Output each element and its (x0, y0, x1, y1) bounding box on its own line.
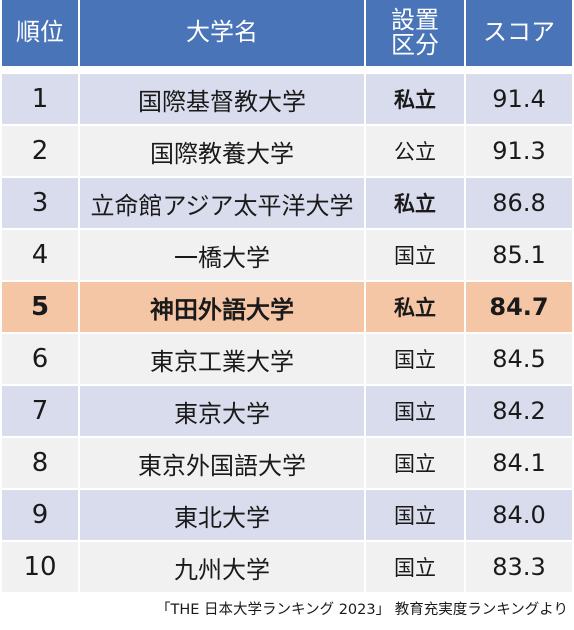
rank-cell: 4 (2, 230, 80, 282)
table-row: 7 東京大学 国立 84.2 (2, 386, 572, 438)
table-row-highlighted: 5 神田外語大学 私立 84.7 (2, 282, 572, 334)
type-cell: 国立 (366, 490, 466, 542)
score-cell: 83.3 (466, 542, 572, 594)
header-rank: 順位 (2, 0, 80, 74)
table-row: 3 立命館アジア太平洋大学 私立 86.8 (2, 178, 572, 230)
header-university-name: 大学名 (80, 0, 366, 74)
header-type-line1: 設置 (391, 5, 439, 34)
score-cell: 84.1 (466, 438, 572, 490)
source-note: 「THE 日本大学ランキング 2023」 教育充実度ランキングより (156, 602, 568, 618)
header-row: 順位 大学名 設置 区分 スコア (2, 0, 572, 74)
score-cell: 86.8 (466, 178, 572, 230)
rank-cell: 7 (2, 386, 80, 438)
university-name-cell: 東京工業大学 (80, 334, 366, 386)
university-name-cell: 東京大学 (80, 386, 366, 438)
university-name-cell: 東京外国語大学 (80, 438, 366, 490)
rank-cell: 2 (2, 126, 80, 178)
header-score: スコア (466, 0, 572, 74)
rank-cell: 3 (2, 178, 80, 230)
type-cell: 私立 (366, 282, 466, 334)
score-cell: 84.7 (466, 282, 572, 334)
table-row: 4 一橋大学 国立 85.1 (2, 230, 572, 282)
university-name-cell: 国際教養大学 (80, 126, 366, 178)
university-name-cell: 神田外語大学 (80, 282, 366, 334)
type-cell: 公立 (366, 126, 466, 178)
score-cell: 84.0 (466, 490, 572, 542)
header-establishment-type: 設置 区分 (366, 0, 466, 74)
score-cell: 84.2 (466, 386, 572, 438)
ranking-table: 順位 大学名 設置 区分 スコア 1 国際基督教大学 私立 91.4 2 国際教… (2, 0, 572, 594)
type-cell: 私立 (366, 74, 466, 126)
table-body: 1 国際基督教大学 私立 91.4 2 国際教養大学 公立 91.3 3 立命館… (2, 74, 572, 594)
type-cell: 国立 (366, 438, 466, 490)
type-cell: 国立 (366, 230, 466, 282)
table-row: 1 国際基督教大学 私立 91.4 (2, 74, 572, 126)
score-cell: 85.1 (466, 230, 572, 282)
type-cell: 国立 (366, 386, 466, 438)
type-cell: 国立 (366, 334, 466, 386)
table-row: 6 東京工業大学 国立 84.5 (2, 334, 572, 386)
table-row: 2 国際教養大学 公立 91.3 (2, 126, 572, 178)
rank-cell: 5 (2, 282, 80, 334)
table-row: 10 九州大学 国立 83.3 (2, 542, 572, 594)
rank-cell: 8 (2, 438, 80, 490)
table-header: 順位 大学名 設置 区分 スコア (2, 0, 572, 74)
type-cell: 国立 (366, 542, 466, 594)
rank-cell: 10 (2, 542, 80, 594)
table-row: 8 東京外国語大学 国立 84.1 (2, 438, 572, 490)
rank-cell: 6 (2, 334, 80, 386)
type-cell: 私立 (366, 178, 466, 230)
score-cell: 91.4 (466, 74, 572, 126)
university-name-cell: 一橋大学 (80, 230, 366, 282)
rank-cell: 9 (2, 490, 80, 542)
university-name-cell: 東北大学 (80, 490, 366, 542)
table-row: 9 東北大学 国立 84.0 (2, 490, 572, 542)
university-name-cell: 九州大学 (80, 542, 366, 594)
university-name-cell: 国際基督教大学 (80, 74, 366, 126)
university-name-cell: 立命館アジア太平洋大学 (80, 178, 366, 230)
score-cell: 84.5 (466, 334, 572, 386)
header-type-line2: 区分 (391, 31, 439, 59)
score-cell: 91.3 (466, 126, 572, 178)
rank-cell: 1 (2, 74, 80, 126)
